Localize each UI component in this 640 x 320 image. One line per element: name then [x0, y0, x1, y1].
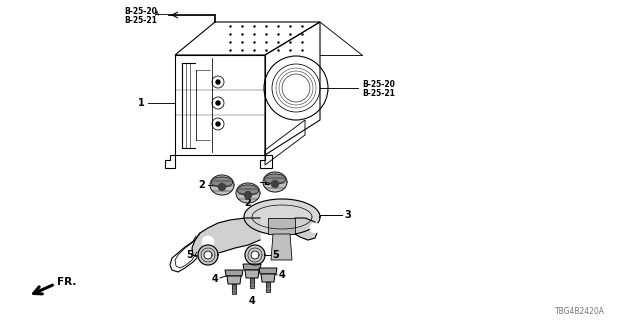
Polygon shape — [236, 183, 260, 203]
Text: B-25-20: B-25-20 — [124, 6, 157, 15]
Text: 2: 2 — [263, 177, 269, 187]
Polygon shape — [271, 234, 292, 260]
Polygon shape — [264, 174, 286, 184]
Polygon shape — [210, 175, 234, 195]
Polygon shape — [251, 251, 259, 259]
Polygon shape — [198, 245, 218, 265]
Polygon shape — [192, 218, 260, 258]
Circle shape — [202, 236, 214, 248]
Circle shape — [218, 183, 225, 190]
Text: 5: 5 — [186, 250, 193, 260]
Polygon shape — [244, 199, 320, 235]
Polygon shape — [237, 185, 259, 195]
Polygon shape — [245, 245, 265, 265]
Text: FR.: FR. — [57, 277, 76, 287]
Polygon shape — [295, 218, 318, 240]
Polygon shape — [263, 172, 287, 192]
Polygon shape — [259, 268, 277, 274]
Circle shape — [216, 101, 220, 105]
Text: 4: 4 — [279, 270, 285, 280]
Polygon shape — [243, 264, 261, 270]
Circle shape — [310, 223, 320, 233]
Text: 2: 2 — [244, 198, 252, 208]
Text: 4: 4 — [211, 274, 218, 284]
Polygon shape — [204, 251, 212, 259]
Text: 4: 4 — [248, 296, 255, 306]
Polygon shape — [250, 278, 254, 288]
Polygon shape — [227, 276, 241, 284]
Circle shape — [216, 122, 220, 126]
Polygon shape — [266, 282, 270, 292]
Circle shape — [216, 80, 220, 84]
Polygon shape — [245, 270, 259, 278]
Polygon shape — [232, 284, 236, 294]
Text: 1: 1 — [138, 98, 145, 108]
Text: TBG4B2420A: TBG4B2420A — [555, 308, 605, 316]
Text: B-25-21: B-25-21 — [124, 15, 157, 25]
Polygon shape — [261, 274, 275, 282]
Text: 3: 3 — [344, 210, 351, 220]
Text: B-25-21: B-25-21 — [362, 89, 395, 98]
Polygon shape — [268, 218, 295, 234]
Circle shape — [271, 180, 278, 188]
Text: 5: 5 — [272, 250, 279, 260]
Polygon shape — [211, 177, 233, 187]
Polygon shape — [225, 270, 243, 276]
Text: 2: 2 — [198, 180, 205, 190]
Text: B-25-20: B-25-20 — [362, 79, 395, 89]
Circle shape — [244, 191, 252, 198]
